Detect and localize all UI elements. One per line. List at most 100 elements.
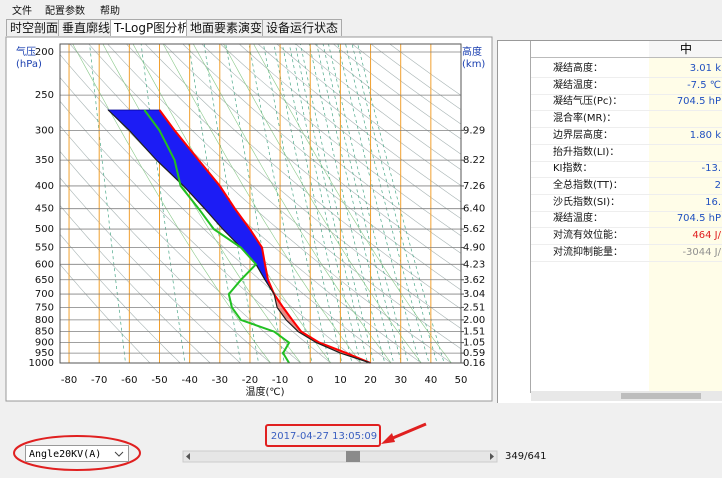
sounding-line	[107, 109, 371, 364]
y-tick-label: 450	[35, 204, 54, 215]
y-axis-title: 气压	[16, 45, 36, 58]
y-tick-label: 300	[35, 125, 54, 136]
time-label: 2017-04-27 13:05:09	[271, 431, 377, 442]
dry-adiabat	[163, 44, 461, 291]
chart-panel	[5, 36, 493, 402]
slider-right-arrow[interactable]	[490, 453, 494, 460]
x-tick-label: -80	[61, 375, 77, 386]
y2-tick-label: 2.00	[463, 315, 485, 326]
y2-tick-label: 3.62	[463, 275, 485, 286]
mixing-ratio-line	[203, 44, 259, 363]
y-tick-label: 850	[35, 327, 54, 338]
dry-adiabat	[201, 44, 461, 254]
row-label: KI指数：	[553, 163, 593, 175]
y2-tick-label: 4.90	[463, 242, 485, 253]
controls: 349/641 2017-04-27 13:05:09	[13, 422, 547, 471]
position-label: 349/641	[505, 451, 547, 462]
table-row: 混合率(MR)：	[531, 111, 722, 129]
tlogp-chart: 气压 (hPa) 高度 (km) 温度(℃) -80 -70 -60 -50 -40 -3…	[5, 36, 493, 402]
x-tick-label: 30	[394, 375, 407, 386]
x-tick-label: -60	[121, 375, 137, 386]
table-row: 凝结气压(Pc)： 704.5 hP	[531, 94, 722, 112]
row-label: 凝结温度：	[553, 213, 603, 225]
x-tick-label: 0	[307, 375, 313, 386]
index-table: 中 凝结高度： 3.01 k 凝结温度： -7.5 ℃ 凝结气压(Pc)： 704.5 h…	[497, 40, 722, 403]
tab[interactable]: 设备运行状态	[262, 19, 343, 36]
mixing-ratio-line	[188, 44, 242, 363]
column-header	[531, 41, 650, 58]
highlight-ellipse	[13, 435, 141, 471]
table-row: 凝结高度： 3.01 k	[531, 61, 722, 78]
scrollbar[interactable]	[531, 391, 722, 401]
x-tick-label: -20	[242, 375, 258, 386]
tab[interactable]: 垂直廓线	[58, 19, 115, 36]
tab[interactable]: 地面要素演变	[186, 19, 267, 36]
scroll-thumb[interactable]	[621, 393, 701, 399]
menu-item[interactable]: 帮助	[100, 6, 120, 17]
dropdown-chevron	[114, 451, 124, 457]
y2-tick-label: 2.51	[463, 302, 485, 313]
mixing-ratio-line	[337, 44, 420, 363]
row-label: 沙氏指数(SI)：	[553, 196, 621, 208]
dry-adiabat	[60, 177, 241, 363]
y-tick-label: 800	[35, 315, 54, 326]
row-label: 凝结高度：	[553, 63, 603, 74]
device-select[interactable]: Angle20KV(A)	[25, 445, 129, 462]
x-tick-label: -50	[151, 375, 167, 386]
dry-adiabat	[220, 44, 461, 237]
sounding-line	[158, 109, 371, 364]
menu-item[interactable]: 文件	[12, 6, 32, 17]
y2-axis-unit: (km)	[462, 59, 485, 70]
y-tick-label: 350	[35, 155, 54, 166]
dry-adiabat	[238, 44, 461, 220]
dry-adiabat	[60, 77, 362, 363]
table-row: 凝结温度： -7.5 ℃	[531, 78, 722, 95]
y2-tick-label: 0.16	[463, 358, 485, 369]
row-label: 全总指数(TT)：	[553, 179, 623, 191]
table-row: KI指数： -13.	[531, 161, 722, 179]
x-tick-label: 40	[424, 375, 437, 386]
y2-tick-label: 4.23	[463, 259, 485, 270]
y-tick-label: 250	[35, 90, 54, 101]
table-row: 对流抑制能量： -3044 J/	[531, 245, 722, 262]
y-tick-label: 900	[35, 338, 54, 349]
tab[interactable]: T-LogP图分析	[110, 19, 194, 36]
y2-tick-label: 9.29	[463, 125, 485, 136]
y-tick-label: 500	[35, 224, 54, 235]
table-row: 抬升指数(LI)：	[531, 145, 722, 162]
y2-axis-title: 高度	[462, 45, 482, 58]
row-header	[498, 41, 531, 393]
y-tick-label: 750	[35, 302, 54, 313]
slider-left-arrow[interactable]	[186, 453, 190, 460]
dry-adiabat	[295, 44, 461, 171]
slider-thumb[interactable]	[346, 451, 360, 462]
sounding-line	[143, 109, 291, 364]
tab[interactable]: 时空剖面	[6, 19, 63, 36]
row-value: 464 J/	[692, 230, 721, 241]
y2-tick-label: 6.40	[463, 204, 485, 215]
y2-tick-label: 3.04	[463, 289, 485, 300]
table-row: 全总指数(TT)： 2	[531, 178, 722, 195]
slider-track[interactable]	[182, 450, 498, 463]
x-tick-label: 50	[455, 375, 468, 386]
dry-adiabat	[144, 44, 461, 310]
curves	[107, 109, 371, 364]
column-header: 中	[649, 41, 722, 58]
highlight-arrowhead	[381, 433, 395, 444]
row-value: 16.	[705, 196, 721, 208]
row-value: 1.80 k	[689, 129, 721, 141]
row-label: 边界层高度：	[553, 129, 613, 141]
y2-tick-label: 1.05	[463, 338, 485, 349]
row-value: -7.5 ℃	[687, 79, 721, 91]
menu-item[interactable]: 配置参数	[45, 6, 85, 17]
dry-adiabat	[314, 44, 461, 155]
dry-adiabat	[60, 233, 181, 363]
y2-tick-label: 5.62	[463, 224, 485, 235]
y2-tick-label: 7.26	[463, 181, 485, 192]
y-tick-label: 200	[35, 47, 54, 58]
row-value: -13.	[701, 163, 721, 175]
table-row: 对流有效位能： 464 J/	[531, 228, 722, 245]
y-tick-label: 1000	[29, 358, 54, 369]
plot-frame	[59, 43, 462, 364]
